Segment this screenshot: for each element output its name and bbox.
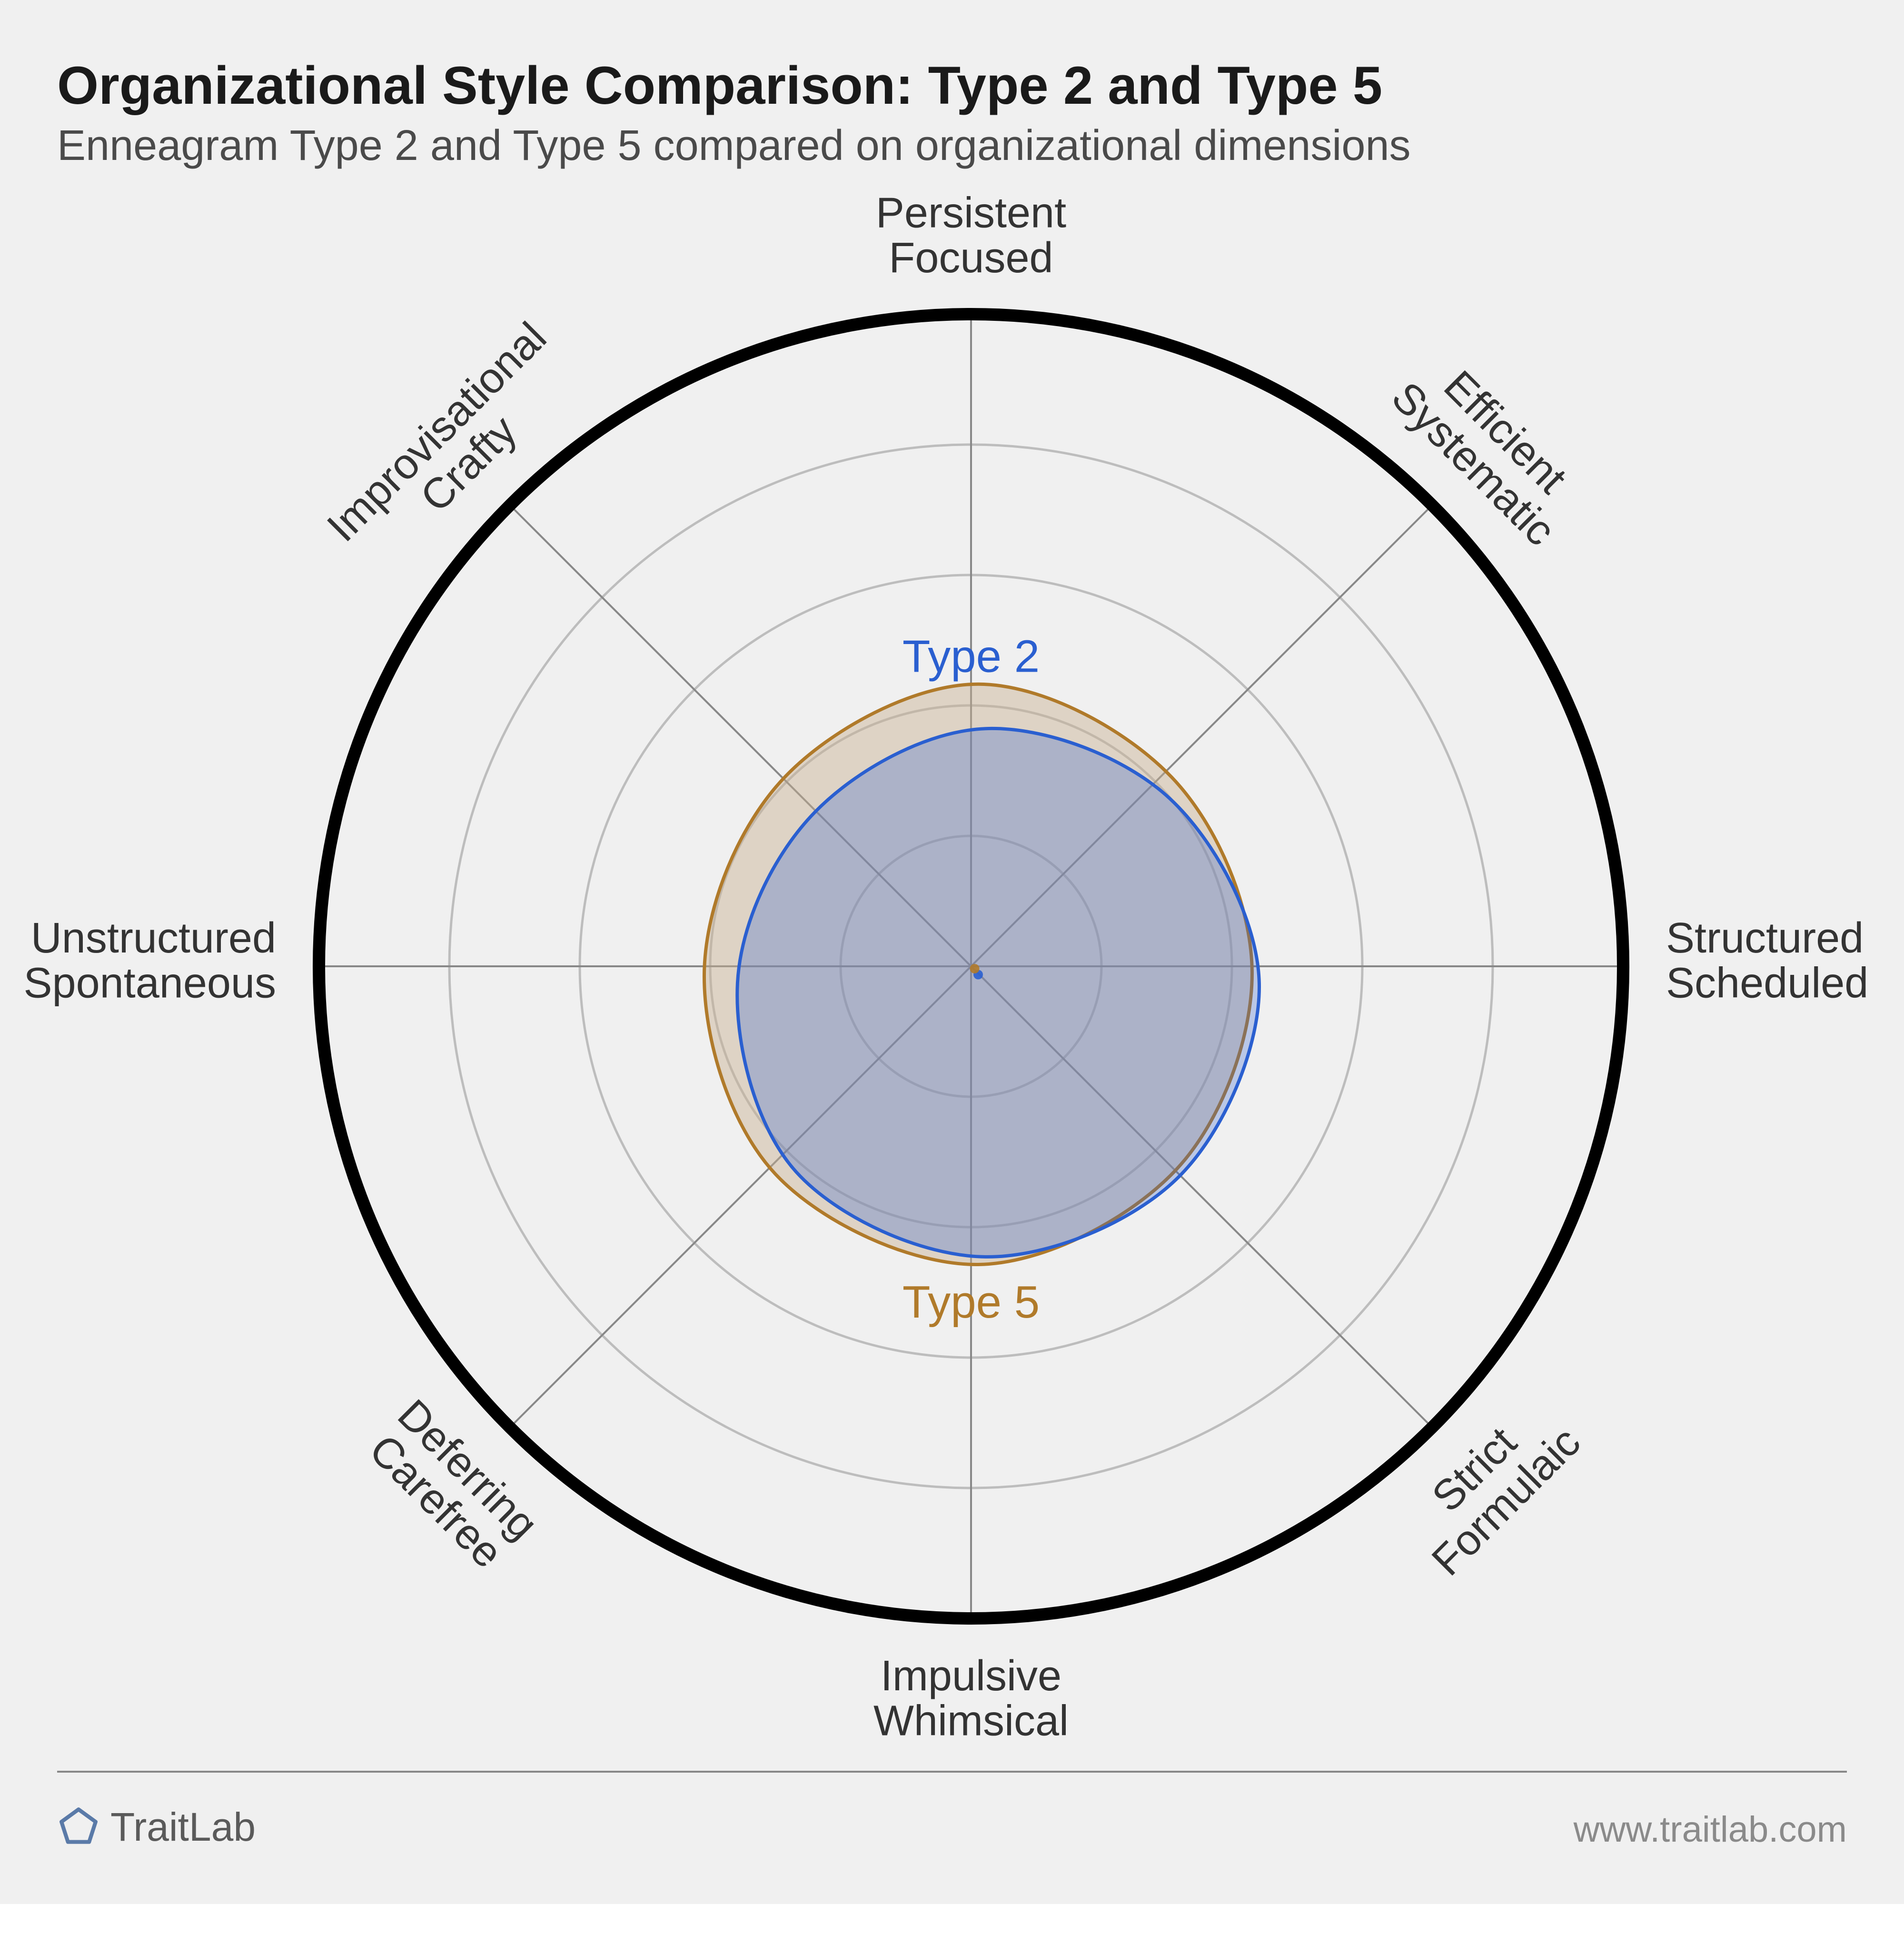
axis-label: Spontaneous	[24, 959, 276, 1007]
brand-text: TraitLab	[110, 1804, 256, 1850]
footer-divider	[57, 1771, 1847, 1773]
axis-label: Unstructured	[31, 914, 276, 962]
radar-chart: Type 2Type 5FocusedPersistentSystematicE…	[0, 0, 1904, 1954]
brand-block: TraitLab	[57, 1804, 256, 1850]
source-url: www.traitlab.com	[1574, 1809, 1847, 1850]
axis-label: Persistent	[876, 189, 1066, 237]
axis-label: Focused	[889, 234, 1053, 282]
axis-label: Structured	[1666, 914, 1864, 962]
radar-svg: Type 2Type 5FocusedPersistentSystematicE…	[0, 0, 1904, 1952]
axis-label: Scheduled	[1666, 959, 1868, 1007]
chart-canvas: { "title": "Organizational Style Compari…	[0, 0, 1904, 1904]
axis-label: Whimsical	[873, 1697, 1069, 1745]
axis-label: Impulsive	[881, 1652, 1061, 1700]
series-label: Type 2	[902, 631, 1040, 682]
series-label: Type 5	[902, 1277, 1040, 1328]
brand-pentagon-icon	[57, 1806, 100, 1849]
